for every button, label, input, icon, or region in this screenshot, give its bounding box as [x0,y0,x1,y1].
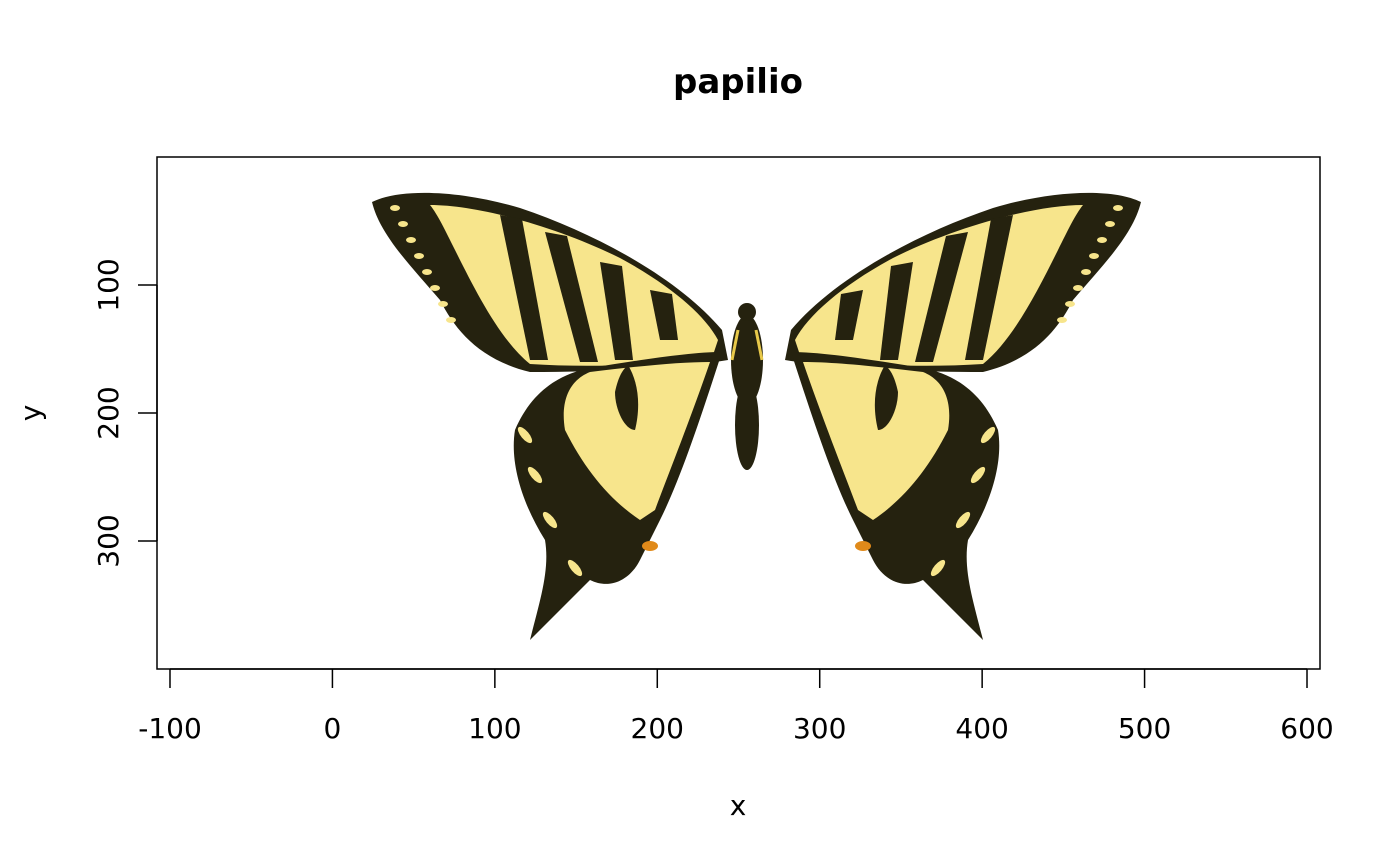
left-margin-spot [398,221,408,227]
left-forewing-band [545,232,598,362]
y-tick-label: 200 [92,386,125,439]
left-hindwing-spot [527,466,543,484]
left-margin-spot [422,269,432,275]
right-forewing-band [880,262,913,360]
x-tick-label: 200 [631,712,684,745]
right-forewing-band [835,290,863,340]
left-forewing-band [650,290,678,340]
left-orange-spot [642,541,658,551]
left-margin-spot [438,301,448,307]
x-axis-label: x [730,789,747,822]
right-margin-spot [1089,253,1099,259]
left-margin-spot [390,205,400,211]
butterfly-image [332,158,1145,668]
left-hindwing-yellow [563,362,710,520]
left-wings [372,192,728,640]
left-hindwing-spot [542,511,558,529]
x-tick-label: 300 [793,712,846,745]
right-forewing-band [915,232,968,362]
left-margin-spot [406,237,416,243]
x-tick-label: 500 [1118,712,1171,745]
left-forewing-band [600,262,633,360]
x-tick-label: -100 [138,712,202,745]
x-tick-label: 600 [1280,712,1333,745]
left-margin-spot [414,253,424,259]
right-margin-spot [1097,237,1107,243]
x-tick-label: 0 [324,712,342,745]
body-stripes [730,329,764,361]
abdomen [735,380,759,470]
right-margin-spot [1073,285,1083,291]
right-margin-spot [1113,205,1123,211]
right-hindwing-spot [980,426,996,444]
left-hindwing-spot [567,559,583,577]
left-margin-spot [446,317,456,323]
thorax [731,315,763,405]
chart-title: papilio [673,62,803,102]
x-tick-label: 100 [468,712,521,745]
right-margin-spot [1065,301,1075,307]
y-axis-label: y [14,405,47,422]
left-forewing-band [500,215,548,360]
y-axis: 100 200 300 [92,258,158,568]
right-forewing-band [965,215,1013,360]
left-hindwing-spot [517,426,533,444]
x-tick-label: 400 [955,712,1008,745]
x-axis: -100 0 100 200 300 400 500 600 [138,668,1334,745]
butterfly-drawing [372,192,1141,640]
left-hindwing-vein [615,365,639,430]
right-hindwing-spot [955,511,971,529]
y-tick-label: 300 [92,514,125,567]
right-hindwing-spot [970,466,986,484]
right-hindwing-spot [930,559,946,577]
right-margin-spot [1081,269,1091,275]
right-hindwing-yellow [803,362,950,520]
head [738,303,756,321]
right-wings [785,192,1141,640]
right-hindwing-vein [874,365,898,430]
right-margin-spot [1057,317,1067,323]
right-margin-spot [1105,221,1115,227]
right-orange-spot [855,541,871,551]
y-tick-label: 100 [92,258,125,311]
left-margin-spot [430,285,440,291]
